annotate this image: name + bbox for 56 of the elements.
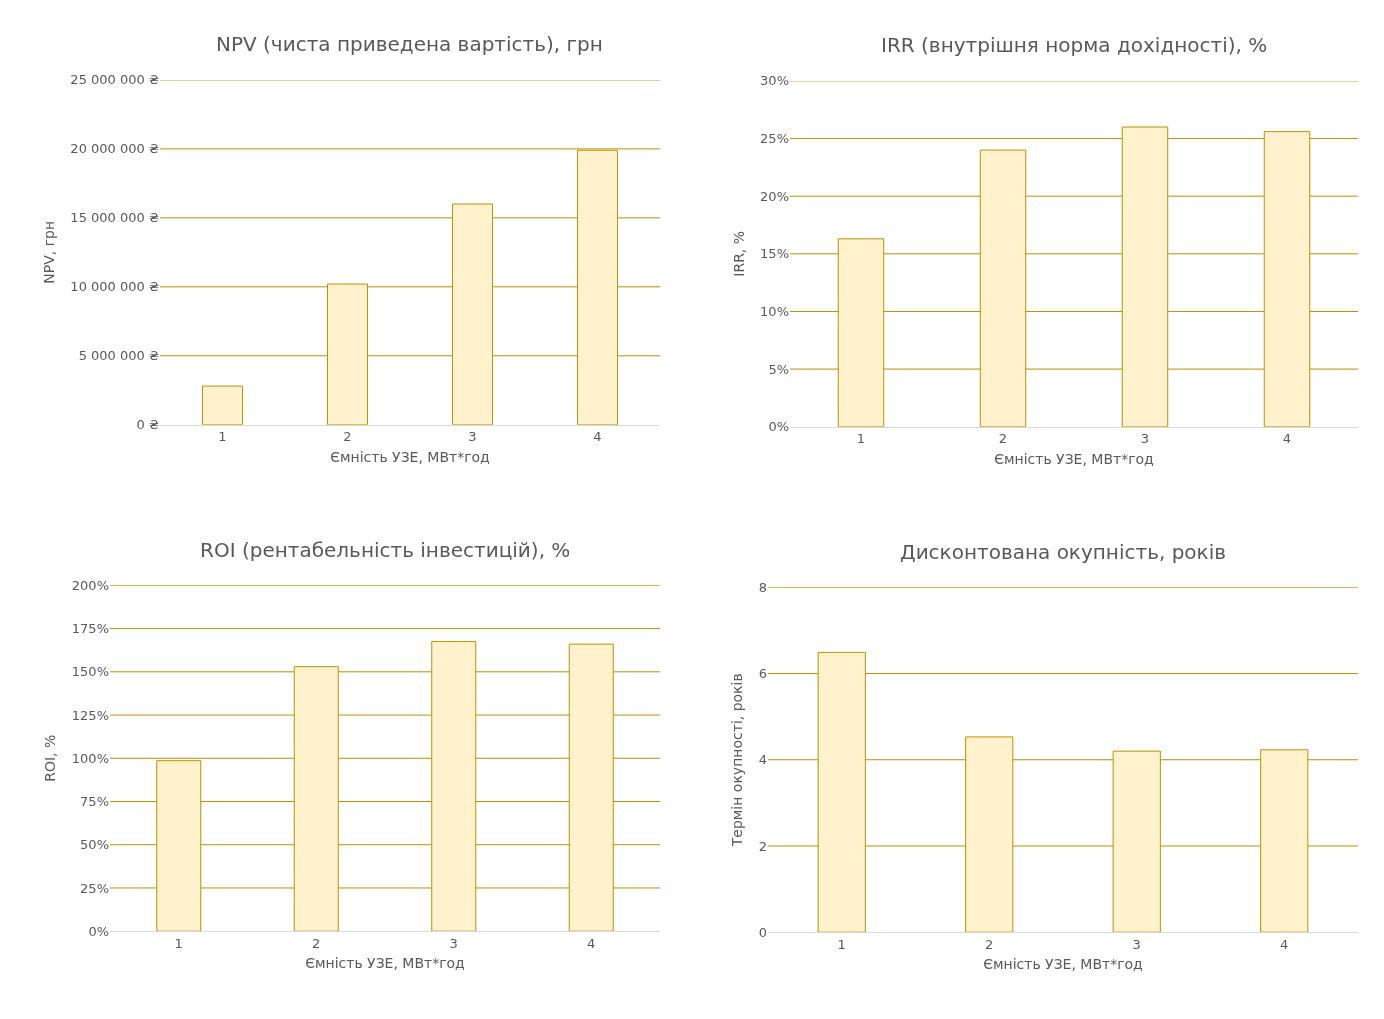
y-tick-label: 125% xyxy=(71,707,109,723)
x-axis-title: Ємність УЗЕ, МВт*год xyxy=(330,448,490,465)
y-tick-label: 5 000 000 ₴ xyxy=(78,348,159,364)
x-tick-label: 3 xyxy=(1140,431,1150,447)
x-tick-label: 2 xyxy=(998,431,1008,447)
x-tick-label: 3 xyxy=(449,935,458,951)
y-axis-title: NPV, грн xyxy=(40,220,57,284)
y-tick-label: 30% xyxy=(760,73,789,89)
chart-title: Дисконтована окупність, років xyxy=(900,540,1226,564)
y-tick-label: 10% xyxy=(760,304,789,320)
y-tick-label: 0 ₴ xyxy=(136,417,159,433)
y-axis-title: Термін окупності, років xyxy=(729,673,746,848)
x-tick-label: 4 xyxy=(1282,431,1292,447)
y-tick-label: 10 000 000 ₴ xyxy=(70,279,159,295)
x-tick-label: 4 xyxy=(593,429,602,445)
y-tick-label: 150% xyxy=(71,664,109,680)
y-tick-label: 75% xyxy=(80,794,109,810)
y-tick-label: 20% xyxy=(760,188,789,204)
y-axis-title: IRR, % xyxy=(730,230,747,277)
chart-title: ROI (рентабельність інвестицій), % xyxy=(200,538,571,562)
x-axis-title: Ємність УЗЕ, МВт*год xyxy=(305,955,465,972)
y-tick-label: 25% xyxy=(760,131,789,147)
y-tick-label: 100% xyxy=(71,750,109,766)
bar xyxy=(202,385,243,425)
x-tick-label: 1 xyxy=(856,431,866,447)
x-axis-title: Ємність УЗЕ, МВт*год xyxy=(983,956,1143,973)
chart-title: NPV (чиста приведена вартість), грн xyxy=(216,32,603,56)
x-tick-label: 2 xyxy=(343,429,352,445)
x-tick-label: 1 xyxy=(174,935,183,951)
y-tick-label: 200% xyxy=(71,577,109,593)
x-tick-label: 3 xyxy=(468,429,477,445)
y-tick-label: 50% xyxy=(80,837,109,853)
x-tick-label: 4 xyxy=(1280,936,1289,952)
y-tick-label: 25% xyxy=(80,880,109,896)
y-tick-label: 15 000 000 ₴ xyxy=(70,210,159,226)
y-tick-label: 0 xyxy=(758,924,767,940)
y-tick-label: 0% xyxy=(768,419,789,435)
y-tick-label: 20 000 000 ₴ xyxy=(70,141,159,157)
y-axis-title: ROI, % xyxy=(42,734,59,782)
y-tick-label: 175% xyxy=(71,621,109,637)
y-tick-label: 15% xyxy=(760,246,789,262)
chart-title: IRR (внутрішня норма дохідності), % xyxy=(881,33,1268,57)
y-tick-label: 8 xyxy=(758,579,767,595)
x-tick-label: 1 xyxy=(837,936,846,952)
y-tick-label: 0% xyxy=(88,923,109,939)
y-tick-label: 2 xyxy=(758,838,767,854)
x-tick-label: 2 xyxy=(312,935,321,951)
x-tick-label: 1 xyxy=(218,429,227,445)
x-axis-title: Ємність УЗЕ, МВт*год xyxy=(994,450,1154,467)
x-tick-label: 4 xyxy=(587,935,596,951)
x-tick-label: 2 xyxy=(985,936,994,952)
x-tick-label: 3 xyxy=(1132,936,1141,952)
y-tick-label: 6 xyxy=(758,666,767,682)
y-tick-label: 5% xyxy=(768,361,789,377)
y-tick-label: 4 xyxy=(758,752,767,768)
y-tick-label: 25 000 000 ₴ xyxy=(70,72,159,88)
